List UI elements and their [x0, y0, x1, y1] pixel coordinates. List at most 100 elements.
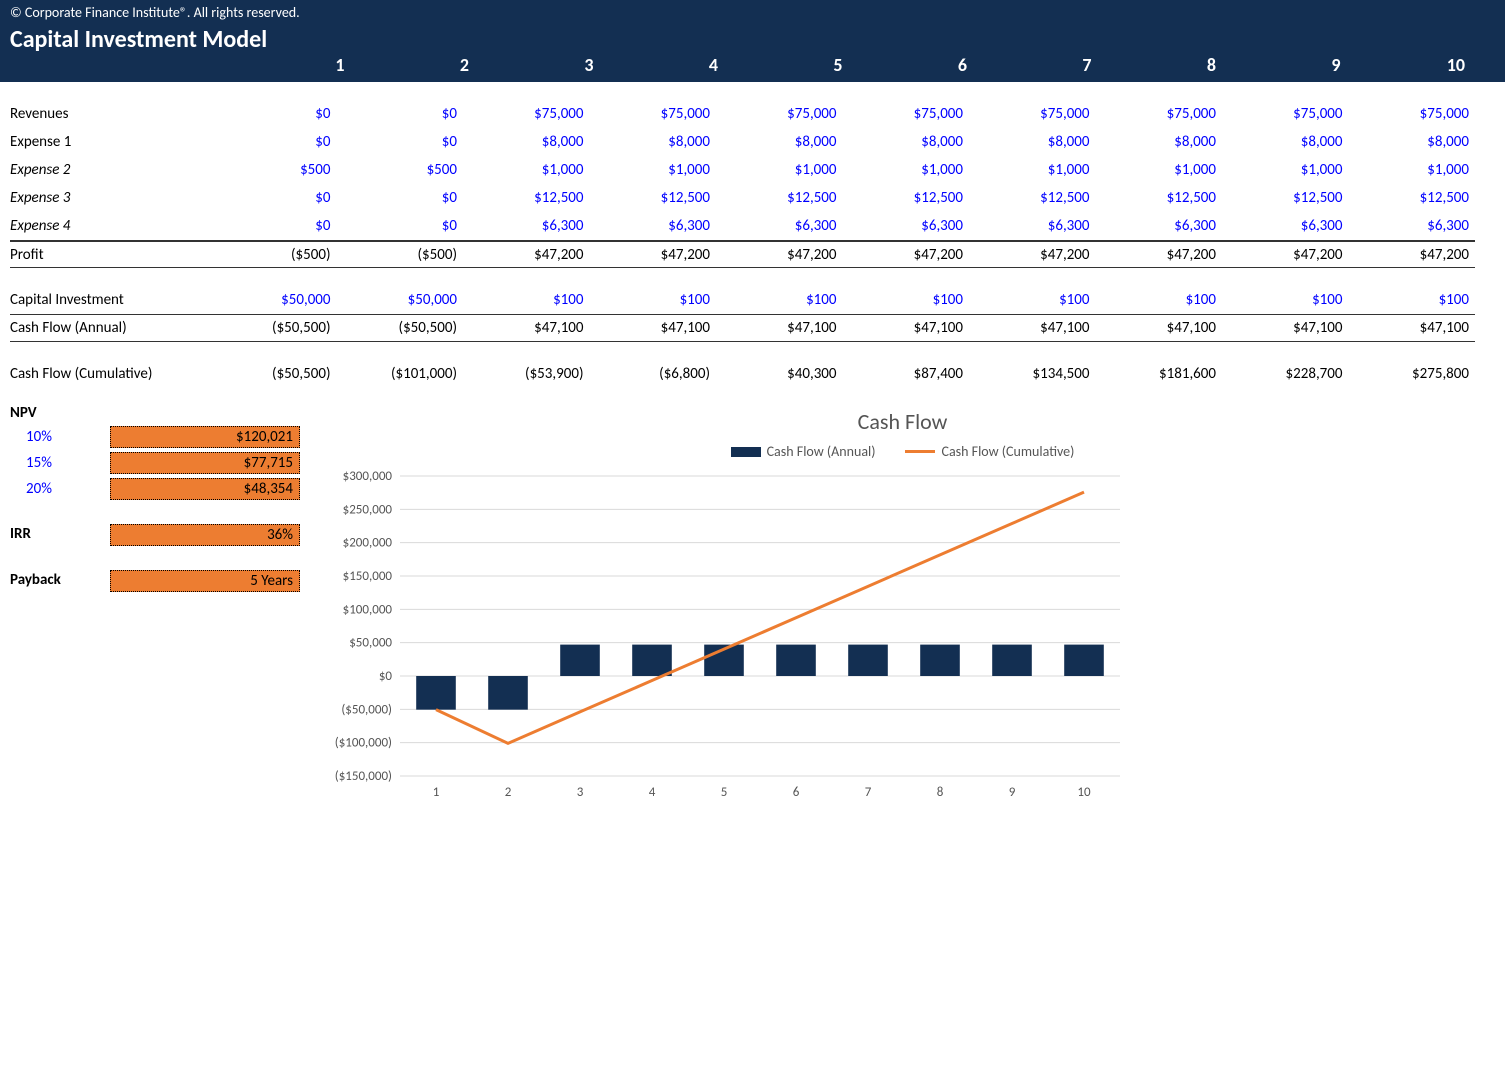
svg-text:2: 2	[505, 785, 512, 800]
payback-label: Payback	[10, 571, 110, 589]
cell: $47,100	[716, 319, 843, 337]
cell: $6,300	[1222, 217, 1349, 235]
svg-text:9: 9	[1009, 785, 1016, 800]
cell: $100	[463, 291, 590, 309]
cell: $100	[843, 291, 970, 309]
cell: $75,000	[1222, 105, 1349, 123]
cell: $47,200	[1222, 246, 1349, 264]
svg-text:$200,000: $200,000	[343, 536, 393, 551]
year-col-4: 4	[594, 54, 719, 76]
cell: $12,500	[1222, 189, 1349, 207]
cell: $100	[1222, 291, 1349, 309]
npv-row: 10%$120,021	[10, 424, 310, 450]
cell: $500	[210, 161, 337, 179]
cell: $6,300	[969, 217, 1096, 235]
cell: ($53,900)	[463, 365, 590, 383]
svg-text:10: 10	[1077, 785, 1091, 800]
cell: $1,000	[590, 161, 717, 179]
cell: $50,000	[337, 291, 464, 309]
copyright-text: © Corporate Finance Institute®. All righ…	[10, 4, 1495, 25]
table-row: Expense 3$0$0$12,500$12,500$12,500$12,50…	[10, 184, 1475, 212]
payback-value: 5 Years	[110, 570, 300, 592]
cell: ($6,800)	[590, 365, 717, 383]
cell: $75,000	[590, 105, 717, 123]
cell: $8,000	[1222, 133, 1349, 151]
cell: $75,000	[463, 105, 590, 123]
svg-text:$300,000: $300,000	[343, 469, 393, 484]
cell: $47,200	[590, 246, 717, 264]
cell: $0	[210, 189, 337, 207]
svg-text:1: 1	[433, 785, 440, 800]
svg-text:6: 6	[793, 785, 800, 800]
cell: $0	[337, 189, 464, 207]
cell: $181,600	[1096, 365, 1223, 383]
year-col-6: 6	[843, 54, 968, 76]
cell: $47,200	[969, 246, 1096, 264]
legend-item-annual: Cash Flow (Annual)	[731, 443, 876, 460]
metrics-panel: NPV 10%$120,02115%$77,71520%$48,354 IRR …	[10, 398, 310, 806]
cell: $228,700	[1222, 365, 1349, 383]
cell: ($101,000)	[337, 365, 464, 383]
cell: $47,200	[463, 246, 590, 264]
cell: $0	[337, 133, 464, 151]
cell: $500	[337, 161, 464, 179]
cell: $100	[1349, 291, 1476, 309]
cell: $75,000	[969, 105, 1096, 123]
table-row: Cash Flow (Cumulative)($50,500)($101,000…	[10, 360, 1475, 388]
chart-title: Cash Flow	[310, 408, 1495, 435]
cell: $47,100	[463, 319, 590, 337]
year-col-2: 2	[345, 54, 470, 76]
row-label: Capital Investment	[10, 291, 210, 309]
legend-item-cumulative: Cash Flow (Cumulative)	[905, 443, 1074, 460]
npv-value: $120,021	[110, 426, 300, 448]
row-label: Expense 4	[10, 217, 210, 235]
cell: $0	[210, 133, 337, 151]
svg-text:$100,000: $100,000	[343, 602, 393, 617]
cell: $0	[210, 105, 337, 123]
svg-text:$250,000: $250,000	[343, 502, 393, 517]
year-col-5: 5	[718, 54, 843, 76]
cell: $47,100	[1349, 319, 1476, 337]
row-label: Cash Flow (Annual)	[10, 319, 210, 337]
table-row: Expense 4$0$0$6,300$6,300$6,300$6,300$6,…	[10, 212, 1475, 240]
cell: ($50,500)	[210, 365, 337, 383]
cell: $1,000	[463, 161, 590, 179]
npv-rate: 15%	[10, 454, 110, 472]
year-header-row: 12345678910	[10, 54, 1495, 76]
svg-text:($50,000): ($50,000)	[341, 702, 392, 717]
cell: $6,300	[590, 217, 717, 235]
header-bar: © Corporate Finance Institute®. All righ…	[0, 0, 1505, 82]
cell: $1,000	[1349, 161, 1476, 179]
cell: $12,500	[716, 189, 843, 207]
cell: $0	[337, 105, 464, 123]
cell: $75,000	[716, 105, 843, 123]
bar-swatch-icon	[731, 447, 761, 457]
svg-text:3: 3	[577, 785, 584, 800]
cell: $47,200	[716, 246, 843, 264]
cell: ($500)	[210, 246, 337, 264]
svg-text:$150,000: $150,000	[343, 569, 393, 584]
cell: $6,300	[843, 217, 970, 235]
table-row: Cash Flow (Annual)($50,500)($50,500)$47,…	[10, 314, 1475, 342]
cell: $50,000	[210, 291, 337, 309]
cashflow-chart: $300,000 $250,000 $200,000 $150,000 $100,000…	[310, 466, 1495, 806]
cell: $100	[590, 291, 717, 309]
npv-row: 20%$48,354	[10, 476, 310, 502]
npv-rate: 10%	[10, 428, 110, 446]
lower-section: NPV 10%$120,02115%$77,71520%$48,354 IRR …	[0, 388, 1505, 816]
cell: $47,100	[1096, 319, 1223, 337]
npv-row: 15%$77,715	[10, 450, 310, 476]
chart-legend: Cash Flow (Annual) Cash Flow (Cumulative…	[310, 443, 1495, 460]
year-col-8: 8	[1092, 54, 1217, 76]
cell: $40,300	[716, 365, 843, 383]
line-swatch-icon	[905, 450, 935, 453]
npv-label: NPV	[10, 404, 310, 422]
cell: $1,000	[843, 161, 970, 179]
cell: $47,200	[1349, 246, 1476, 264]
row-label: Expense 2	[10, 161, 210, 179]
cell: $12,500	[843, 189, 970, 207]
cell: $47,100	[843, 319, 970, 337]
cell: $8,000	[1349, 133, 1476, 151]
row-label: Expense 1	[10, 133, 210, 151]
irr-label: IRR	[10, 525, 110, 543]
